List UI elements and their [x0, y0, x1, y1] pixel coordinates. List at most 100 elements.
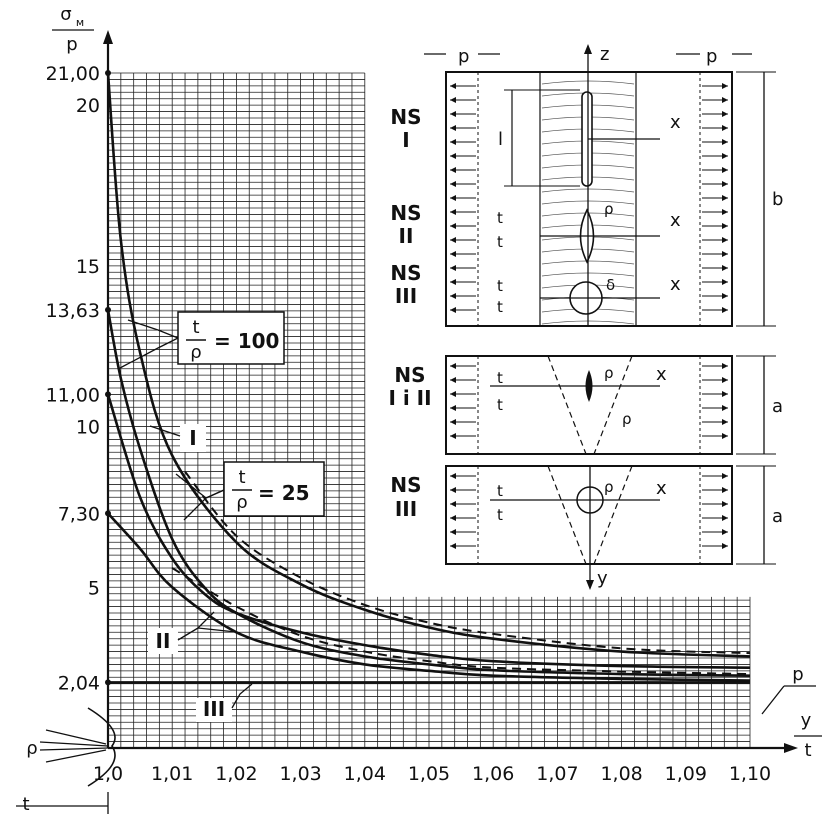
rho-leader-4: [45, 749, 107, 763]
x-tick-label: 1,01: [151, 763, 193, 785]
strip-2-load-arrows-left: [450, 363, 476, 439]
specimen-diagram: z x x x l t t t t ρ δ b p p: [388, 44, 783, 590]
leader-100-b: [119, 337, 179, 369]
strip-1-load-arrows-right: [702, 83, 728, 313]
curve-I-leader: [149, 425, 181, 437]
load-arrow-head: [722, 111, 728, 117]
load-arrow-head: [722, 251, 728, 257]
x-label-2: x: [670, 210, 681, 231]
load-arrow-head: [450, 307, 456, 313]
curve-II-label: II: [156, 629, 171, 653]
x-tick-label: 1,0: [93, 763, 123, 785]
load-arrow-head: [450, 501, 456, 507]
load-arrow-head: [722, 279, 728, 285]
rho-leader-3: [45, 729, 107, 745]
curve-III-leader: [231, 683, 253, 709]
ratio-25-box: [223, 461, 325, 517]
rho-leader-1: [39, 741, 109, 747]
y-tick-label: 5: [88, 577, 100, 599]
p-marker-leader: [761, 685, 785, 715]
curve-II-label-bg: [148, 628, 178, 654]
load-arrow-head: [722, 433, 728, 439]
ns4-sub: I i II: [388, 386, 431, 410]
ratio-100-numerator: t: [192, 317, 199, 338]
t-label-1: t: [497, 209, 503, 227]
series-line-I-100-dashed: [184, 470, 751, 655]
strip-3-taper-right: [593, 465, 633, 565]
load-arrow-head: [722, 377, 728, 383]
strip-3-taper-left: [547, 465, 587, 565]
load-arrow-head: [722, 405, 728, 411]
curve-II-leader-a: [177, 627, 237, 641]
load-arrow-head: [722, 501, 728, 507]
load-arrow-head: [450, 363, 456, 369]
load-arrow-head: [722, 363, 728, 369]
ns3-title: NS: [390, 261, 421, 285]
load-arrow-head: [722, 307, 728, 313]
leader-100-a: [127, 319, 179, 339]
p-right-label: p: [706, 46, 717, 67]
strip-3-load-arrows-right: [702, 473, 728, 549]
y-tick-label-special: 13,63: [46, 300, 100, 322]
load-arrow-head: [722, 391, 728, 397]
y-axis-title-subscript: м: [76, 16, 84, 29]
x-axis-title-top: y: [801, 710, 812, 731]
y-axis-title-top: σ: [60, 4, 71, 25]
ns2-sub: II: [399, 224, 414, 248]
load-arrow-head: [722, 153, 728, 159]
rho-leader-2: [39, 747, 109, 751]
load-arrow-head: [450, 405, 456, 411]
x-label-1: x: [670, 112, 681, 133]
load-arrow-head: [450, 139, 456, 145]
load-arrow-head: [450, 473, 456, 479]
y-axis-title-bottom: p: [66, 34, 77, 55]
p-marker-label: p: [792, 664, 803, 685]
strip-3-x-label: x: [656, 478, 667, 499]
t-label-3: t: [497, 277, 503, 295]
strip-3-load-arrows-left: [450, 473, 476, 549]
ns1-sub: I: [402, 128, 409, 152]
load-arrow-head: [450, 279, 456, 285]
z-axis-arrow: [584, 44, 592, 54]
ns5-title: NS: [390, 473, 421, 497]
series-line-I-25: [106, 394, 751, 669]
rho-label: ρ: [26, 738, 37, 759]
load-arrow-head: [450, 125, 456, 131]
series-line-II-25: [107, 512, 751, 682]
load-arrow-head: [722, 125, 728, 131]
ns5-sub: III: [395, 497, 417, 521]
strip-2-taper-left: [547, 355, 587, 455]
load-arrow-head: [722, 181, 728, 187]
load-arrow-head: [722, 515, 728, 521]
strip-3-t1: t: [497, 482, 503, 500]
strip-2-rho-2: ρ: [622, 410, 632, 428]
load-arrow-head: [450, 195, 456, 201]
y-tick-label-special: 21,00: [46, 63, 100, 85]
load-arrow-head: [450, 433, 456, 439]
leader-25-b: [183, 489, 225, 521]
y-axis-arrow: [103, 30, 113, 44]
ratio-25-numerator: t: [238, 467, 245, 488]
load-arrow-head: [450, 83, 456, 89]
ratio-25-value: = 25: [258, 481, 310, 505]
y-tick-label: 10: [76, 417, 100, 439]
strip-1-load-arrows-left: [450, 83, 476, 313]
ratio-25-denominator: ρ: [236, 492, 247, 513]
a-label-1: a: [772, 396, 783, 417]
ns2-title: NS: [390, 201, 421, 225]
p-left-label: p: [458, 46, 469, 67]
series-line-II-dashed: [171, 567, 751, 676]
strip-3-outline: [445, 465, 733, 565]
load-arrow-head: [450, 153, 456, 159]
load-arrow-head: [450, 391, 456, 397]
x-tick-label: 1,02: [215, 763, 257, 785]
x-tick-label: 1,08: [600, 763, 642, 785]
load-arrow-head: [722, 543, 728, 549]
x-tick-label: 1,07: [536, 763, 578, 785]
y-tick-label-special: 2,04: [58, 672, 100, 694]
b-label: b: [772, 189, 783, 210]
load-arrow-head: [722, 167, 728, 173]
x-tick-label: 1,03: [279, 763, 321, 785]
t-label-4: t: [497, 298, 503, 316]
